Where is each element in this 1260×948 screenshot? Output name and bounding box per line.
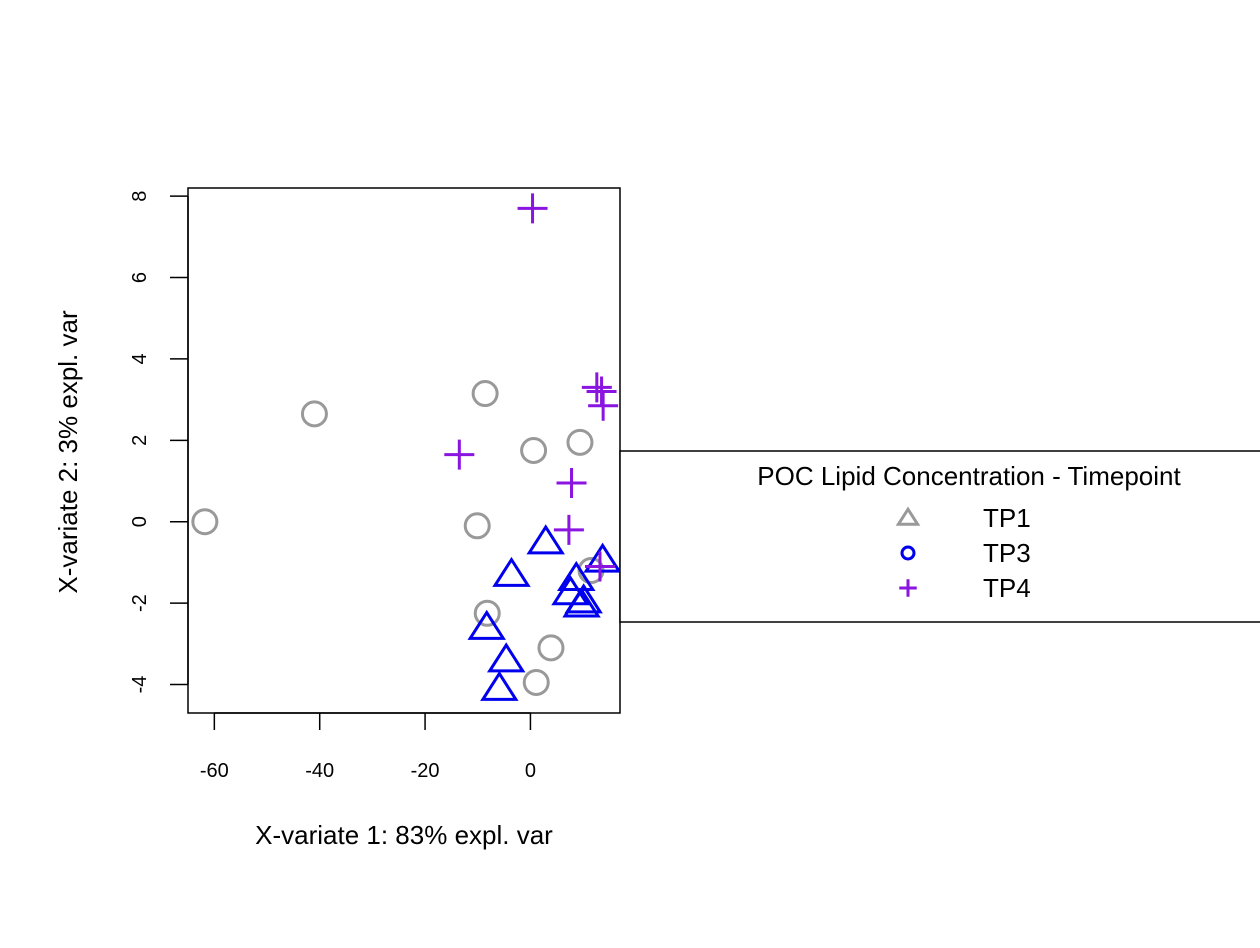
point-circle xyxy=(566,428,594,456)
point-plus xyxy=(444,439,475,470)
legend-label: TP1 xyxy=(983,503,1031,533)
point-plus xyxy=(556,468,587,499)
point-triangle xyxy=(526,524,565,555)
point-triangle xyxy=(480,670,519,701)
point-triangle xyxy=(467,609,506,640)
point-circle xyxy=(520,437,548,464)
point-circle xyxy=(191,508,219,536)
legend-entries: TP1 TP3 TP4 xyxy=(895,503,1031,603)
point-triangle xyxy=(583,542,622,573)
x-tick-label: 0 xyxy=(525,760,536,782)
point-triangle xyxy=(551,575,590,606)
point-circle xyxy=(522,668,550,696)
y-tick-label: 0 xyxy=(129,516,151,527)
legend-entry: TP1 xyxy=(895,503,1031,533)
point-circle xyxy=(463,512,491,540)
point-circle xyxy=(300,400,328,428)
y-tick-label: 2 xyxy=(129,435,151,446)
legend-label: TP4 xyxy=(983,573,1031,603)
point-plus xyxy=(517,193,548,224)
legend-marker-circle xyxy=(900,545,916,561)
legend-marker-triangle xyxy=(895,506,921,526)
legend-box xyxy=(619,450,1260,623)
point-triangle xyxy=(564,583,603,614)
point-plus xyxy=(586,376,617,407)
point-plus xyxy=(581,372,612,403)
legend-entry: TP4 xyxy=(899,573,1031,603)
point-plus xyxy=(584,551,615,582)
point-plus xyxy=(588,390,619,421)
legend-label: TP3 xyxy=(983,538,1031,568)
point-triangle xyxy=(486,642,526,673)
x-axis-label: X-variate 1: 83% expl. var xyxy=(255,820,553,850)
y-axis: -4 -2 0 2 4 6 8 xyxy=(129,191,189,694)
y-tick-label: 6 xyxy=(129,272,151,283)
point-circle xyxy=(537,634,565,662)
legend-title: POC Lipid Concentration - Timepoint xyxy=(757,461,1181,491)
point-circle xyxy=(471,380,499,408)
y-tick-label: 4 xyxy=(129,353,151,364)
y-tick-label: 8 xyxy=(129,191,151,202)
x-tick-label: -60 xyxy=(200,760,229,782)
legend: POC Lipid Concentration - Timepoint TP1T… xyxy=(619,450,1260,623)
x-axis: -60 -40 -20 0 xyxy=(200,712,536,782)
x-tick-label: -40 xyxy=(305,760,334,782)
y-tick-label: -2 xyxy=(129,594,151,612)
y-tick-label: -4 xyxy=(129,676,151,694)
point-triangle xyxy=(492,556,531,587)
legend-entry: TP3 xyxy=(900,538,1031,568)
x-tick-label: -20 xyxy=(411,760,440,782)
y-axis-label: X-variate 2: 3% expl. var xyxy=(53,310,83,594)
plot-frame xyxy=(187,187,621,714)
data-points xyxy=(191,193,622,701)
legend-marker-plus xyxy=(899,579,917,597)
point-plus xyxy=(553,514,584,545)
point-circle xyxy=(473,599,501,627)
